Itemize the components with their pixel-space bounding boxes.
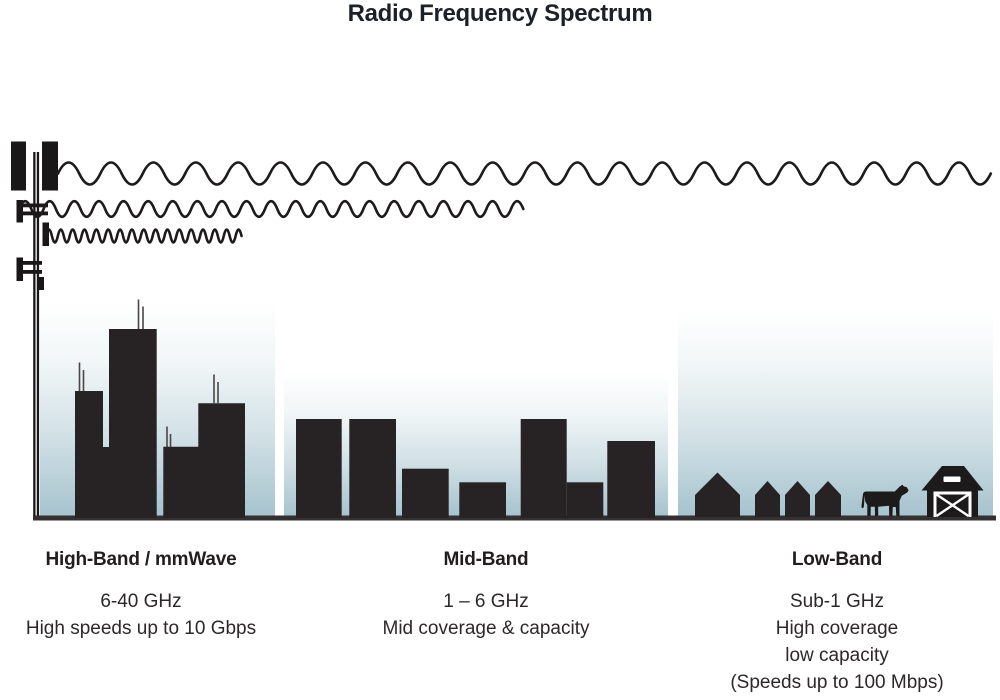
house (695, 472, 740, 517)
suburb-houses-icon (695, 472, 841, 517)
radio-waves (17, 161, 993, 244)
skyscraper-group-left (75, 329, 157, 518)
mid-band-coverage: Mid coverage & capacity (382, 618, 590, 639)
cow-icon (861, 484, 909, 516)
low-band-coverage: High coverage (775, 618, 899, 639)
short-wavelength-wave-icon (44, 228, 243, 244)
low-band-label-block: Low-Band Sub-1 GHz High coverage low cap… (705, 549, 969, 696)
building (349, 419, 396, 518)
midrise-buildings-icon (296, 419, 655, 518)
building (296, 419, 342, 518)
building (402, 468, 449, 518)
building (459, 482, 506, 518)
barn-door-cross (935, 493, 970, 517)
low-band-speed: (Speeds up to 100 Mbps) (730, 672, 944, 693)
house (755, 481, 780, 517)
ground-line (33, 515, 996, 521)
low-band-frequency: Sub-1 GHz (790, 591, 884, 612)
mid-band-label-block: Mid-Band 1 – 6 GHz Mid coverage & capaci… (356, 549, 616, 642)
skyscraper-group-right (163, 403, 245, 518)
rooftop-antennas (78, 299, 219, 447)
house (815, 481, 841, 517)
barn-loft-vent (943, 476, 961, 482)
building (607, 441, 655, 518)
medium-wavelength-wave-icon (17, 199, 525, 219)
low-band-capacity: low capacity (785, 645, 889, 666)
high-band-title: High-Band / mmWave (45, 549, 237, 570)
high-band-label-block: High-Band / mmWave 6-40 GHz High speeds … (8, 549, 274, 642)
page-title: Radio Frequency Spectrum (347, 0, 653, 27)
barn-icon (921, 466, 984, 517)
house (785, 481, 810, 517)
building (566, 482, 604, 518)
mid-band-title: Mid-Band (443, 549, 529, 570)
long-wavelength-wave-icon (56, 161, 993, 186)
low-band-title: Low-Band (791, 549, 883, 570)
city-skyscrapers-icon (75, 299, 245, 518)
building (520, 419, 567, 518)
high-band-frequency: 6-40 GHz (100, 591, 182, 612)
high-band-speed: High speeds up to 10 Gbps (25, 618, 257, 639)
mid-band-frequency: 1 – 6 GHz (443, 591, 529, 612)
